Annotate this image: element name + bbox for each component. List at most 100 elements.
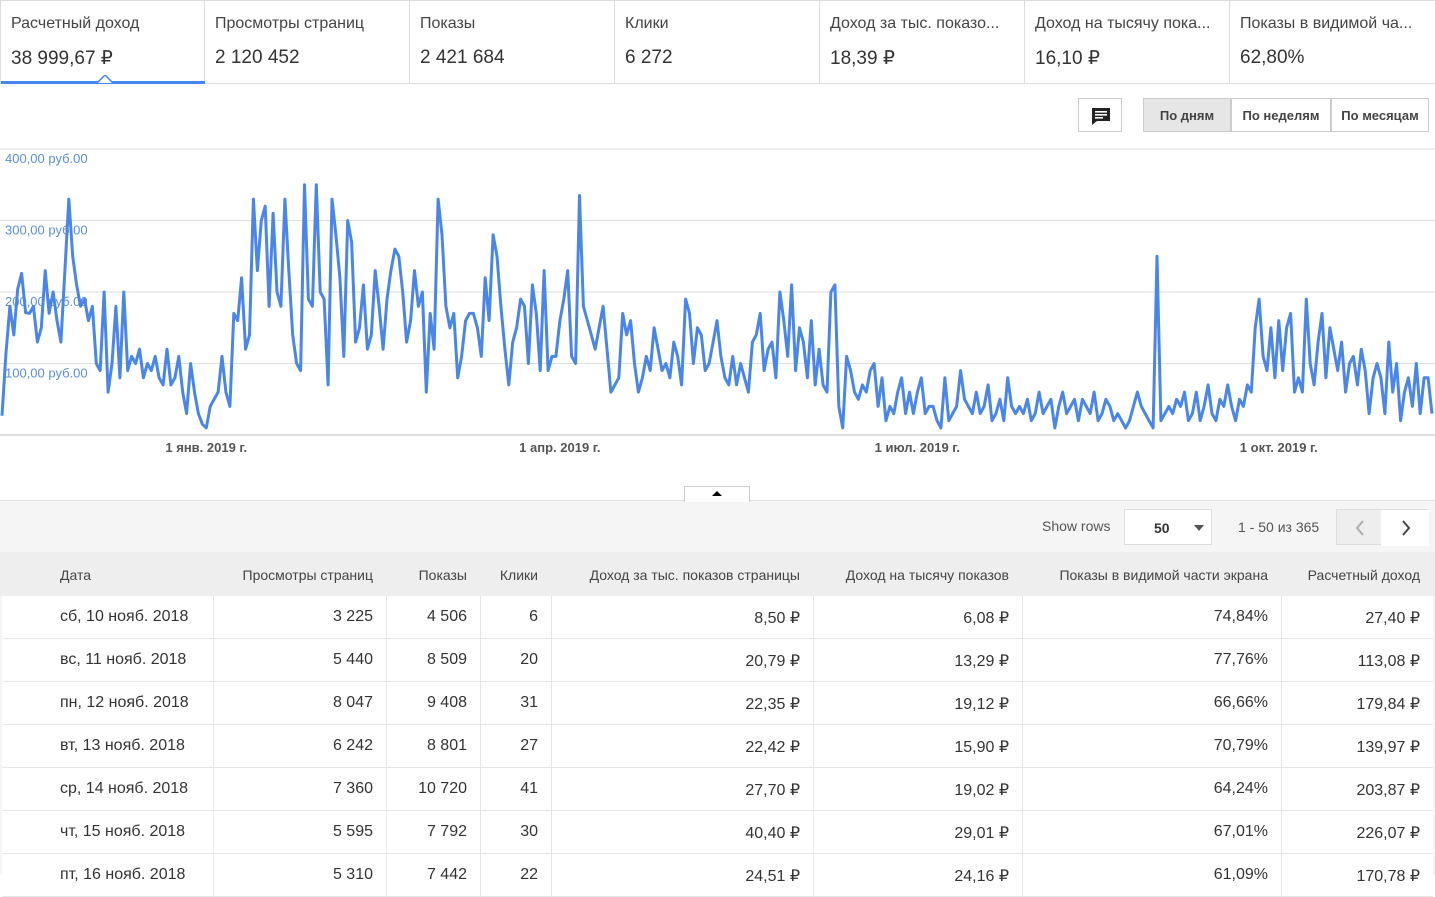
metric-tab[interactable]: Просмотры страниц 2 120 452 [205, 0, 410, 84]
table-cell: 24,16 ₽ [954, 868, 1009, 885]
table-cell: 22,42 ₽ [745, 739, 800, 756]
view-button[interactable]: По месяцам [1331, 98, 1429, 132]
table-cell: 61,09% [1213, 866, 1268, 883]
rows-select[interactable] [1124, 509, 1212, 545]
column-header[interactable]: Показы в видимой части экрана [1059, 567, 1268, 583]
column-divider [386, 725, 387, 768]
table-cell: чт, 15 нояб. 2018 [60, 823, 186, 840]
metric-tab[interactable]: Расчетный доход 38 999,67 ₽ [0, 0, 205, 84]
column-divider [1022, 768, 1023, 811]
table-cell: 113,08 ₽ [1357, 653, 1420, 670]
tab-value: 2 120 452 [215, 47, 300, 68]
table-header [0, 552, 1435, 596]
table-row [2, 725, 1433, 768]
table-cell: 67,01% [1213, 823, 1268, 840]
column-divider [1281, 725, 1282, 768]
table-cell: 20,79 ₽ [745, 653, 800, 670]
range-label: 1 - 50 из 365 [1238, 519, 1320, 535]
column-header[interactable]: Расчетный доход [1307, 567, 1420, 583]
metric-tab[interactable]: Доход за тыс. показо... 18,39 ₽ [820, 0, 1025, 84]
column-divider [480, 725, 481, 768]
column-divider [480, 768, 481, 811]
column-divider [480, 639, 481, 682]
table-cell: 64,24% [1213, 780, 1268, 797]
table-cell: 41 [520, 780, 538, 797]
view-button[interactable]: По дням [1143, 98, 1231, 132]
table-cell: 139,97 ₽ [1356, 739, 1420, 756]
column-header[interactable]: Показы [418, 567, 467, 583]
column-divider [480, 596, 481, 639]
table-cell: 31 [520, 694, 538, 711]
column-header[interactable]: Просмотры страниц [242, 567, 373, 583]
column-divider [386, 682, 387, 725]
tab-label: Доход за тыс. показо... [830, 15, 1000, 32]
column-header[interactable]: Дата [60, 567, 92, 583]
table-cell: 22 [520, 866, 538, 883]
table-row [2, 768, 1433, 811]
table-cell: 170,78 ₽ [1356, 868, 1420, 885]
table-cell: 3 225 [332, 608, 373, 625]
column-divider [551, 811, 552, 854]
table-row [2, 682, 1433, 725]
column-divider [386, 854, 387, 897]
table-cell: 27,40 ₽ [1365, 610, 1420, 627]
metric-tab[interactable]: Показы 2 421 684 [410, 0, 615, 84]
x-tick-label: 1 апр. 2019 г. [519, 440, 600, 455]
rows-value: 50 [1154, 520, 1170, 536]
pager [1336, 509, 1429, 546]
column-header[interactable]: Доход на тысячу показов [845, 567, 1009, 583]
metric-tab[interactable]: Показы в видимой ча... 62,80% [1230, 0, 1435, 84]
metric-tab[interactable]: Доход на тысячу пока... 16,10 ₽ [1025, 0, 1230, 84]
column-divider [551, 596, 552, 639]
column-divider [386, 768, 387, 811]
column-divider [551, 854, 552, 897]
table-cell: 8 509 [426, 651, 467, 668]
table-cell: вт, 13 нояб. 2018 [60, 737, 185, 754]
column-divider [813, 725, 814, 768]
caret [97, 75, 113, 83]
column-divider [813, 811, 814, 854]
table-cell: 22,35 ₽ [745, 696, 800, 713]
table-cell: 9 408 [426, 694, 467, 711]
table-cell: 19,12 ₽ [954, 696, 1009, 713]
column-divider [1281, 596, 1282, 639]
column-divider [813, 768, 814, 811]
table-cell: 5 595 [332, 823, 373, 840]
table-cell: 13,29 ₽ [954, 653, 1009, 670]
table-cell: 6,08 ₽ [963, 610, 1009, 627]
table-cell: 7 442 [426, 866, 467, 883]
column-divider [1022, 639, 1023, 682]
table-cell: 8,50 ₽ [754, 610, 800, 627]
table-row [2, 596, 1433, 639]
table-cell: 70,79% [1213, 737, 1268, 754]
table-cell: 5 440 [332, 651, 373, 668]
table-cell: 77,76% [1213, 651, 1268, 668]
column-header[interactable]: Доход за тыс. показов страницы [589, 567, 800, 583]
y-tick-label: 400,00 руб.00 [5, 151, 88, 166]
x-tick-label: 1 янв. 2019 г. [165, 440, 247, 455]
table-cell: 74,84% [1213, 608, 1268, 625]
column-divider [213, 639, 214, 682]
tab-label: Показы [420, 15, 476, 32]
view-button[interactable]: По неделям [1231, 98, 1331, 132]
column-divider [813, 596, 814, 639]
tab-value: 2 421 684 [420, 47, 505, 68]
metric-tab[interactable]: Клики 6 272 [615, 0, 820, 84]
column-divider [213, 596, 214, 639]
column-divider [213, 725, 214, 768]
annotations-button[interactable] [1078, 98, 1122, 132]
column-divider [1281, 682, 1282, 725]
table-cell: 7 360 [332, 780, 373, 797]
tab-value: 62,80% [1240, 47, 1305, 68]
table-cell: 10 720 [418, 780, 467, 797]
collapse-toggle[interactable] [684, 486, 750, 502]
tab-value: 16,10 ₽ [1035, 48, 1100, 69]
column-divider [1281, 639, 1282, 682]
column-header[interactable]: Клики [499, 567, 538, 583]
tab-value: 18,39 ₽ [830, 48, 895, 69]
column-divider [213, 768, 214, 811]
column-divider [386, 811, 387, 854]
column-divider [551, 682, 552, 725]
column-divider [1022, 725, 1023, 768]
